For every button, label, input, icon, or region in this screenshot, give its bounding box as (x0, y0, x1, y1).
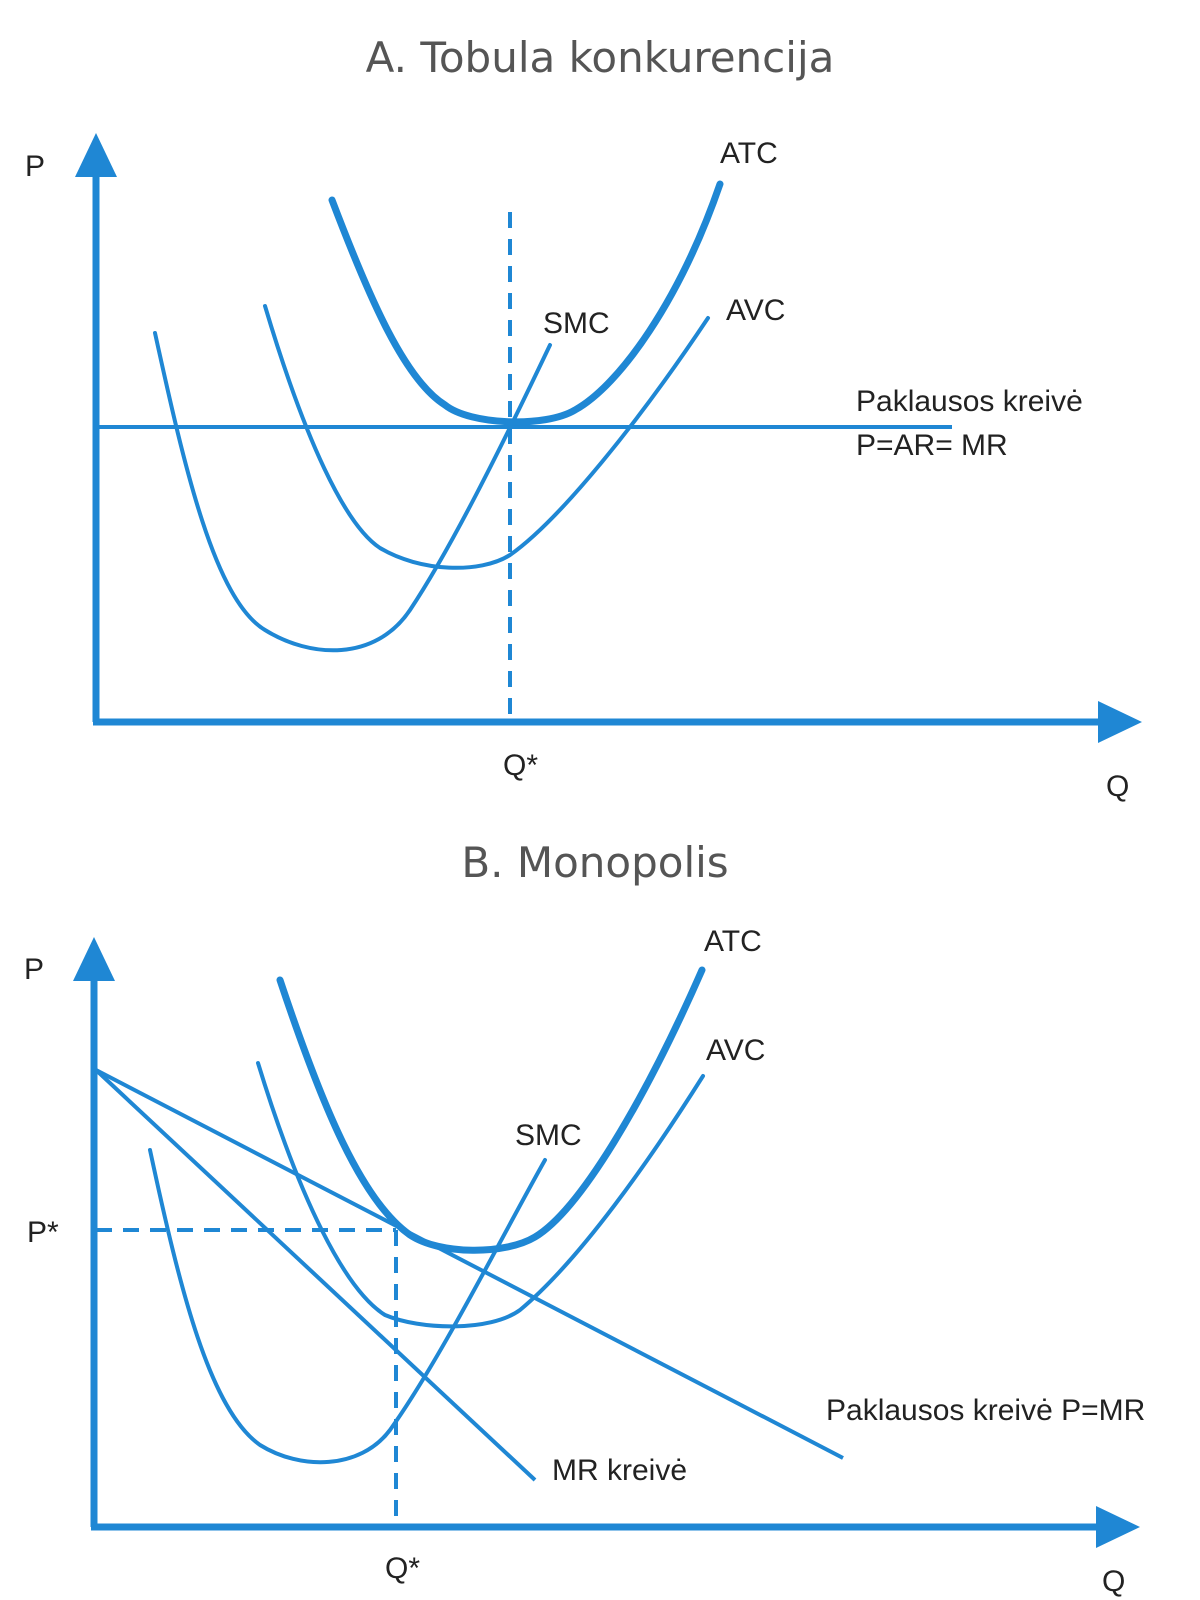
panel-b-atc-curve (276, 966, 706, 1254)
panel-b-demand-line (95, 1068, 844, 1460)
panel-b-y-axis-arrow-icon (73, 937, 115, 981)
panel-b: B. Monopolis P Q P* Q* Paklausos kreivė … (24, 838, 1145, 1598)
panel-b-mr-line (94, 1068, 537, 1482)
panel-a-y-axis-label: P (25, 150, 45, 183)
panel-b-atc-label: ATC (704, 925, 762, 958)
panel-b-x-axis-arrow-icon (1096, 1506, 1140, 1548)
panel-a-demand-label-line1: Paklausos kreivė (856, 385, 1083, 418)
panel-b-demand-label: Paklausos kreivė P=MR (826, 1394, 1145, 1427)
panel-a-atc-curve (328, 180, 724, 426)
panel-b-q-star-label: Q* (385, 1552, 420, 1585)
panel-a-avc-label: AVC (726, 294, 785, 327)
panel-b-y-axis-label: P (24, 953, 44, 986)
panel-b-title: B. Monopolis (461, 838, 728, 887)
panel-a-x-axis-arrow-icon (1098, 701, 1142, 743)
panel-a-y-axis-arrow-icon (75, 133, 117, 177)
panel-b-avc-label: AVC (706, 1034, 765, 1067)
panel-b-p-star-label: P* (27, 1216, 59, 1249)
panel-a: A. Tobula konkurencija P Q Q* Paklausos … (25, 33, 1142, 803)
panel-a-demand-label-line2: P=AR= MR (856, 429, 1008, 462)
panel-a-smc-curve (153, 331, 552, 653)
panel-b-smc-curve (148, 1148, 547, 1465)
panel-b-x-axis-label: Q (1102, 1565, 1125, 1598)
panel-b-avc-curve (256, 1061, 705, 1329)
panel-b-smc-label: SMC (515, 1119, 582, 1152)
panel-a-x-axis-label: Q (1106, 770, 1129, 803)
panel-a-smc-label: SMC (543, 307, 610, 340)
panel-a-title: A. Tobula konkurencija (366, 33, 835, 82)
panel-a-q-star-label: Q* (503, 749, 538, 782)
panel-b-mr-label: MR kreivė (552, 1454, 687, 1487)
panel-a-avc-curve (263, 304, 710, 570)
panel-a-atc-label: ATC (720, 137, 778, 170)
